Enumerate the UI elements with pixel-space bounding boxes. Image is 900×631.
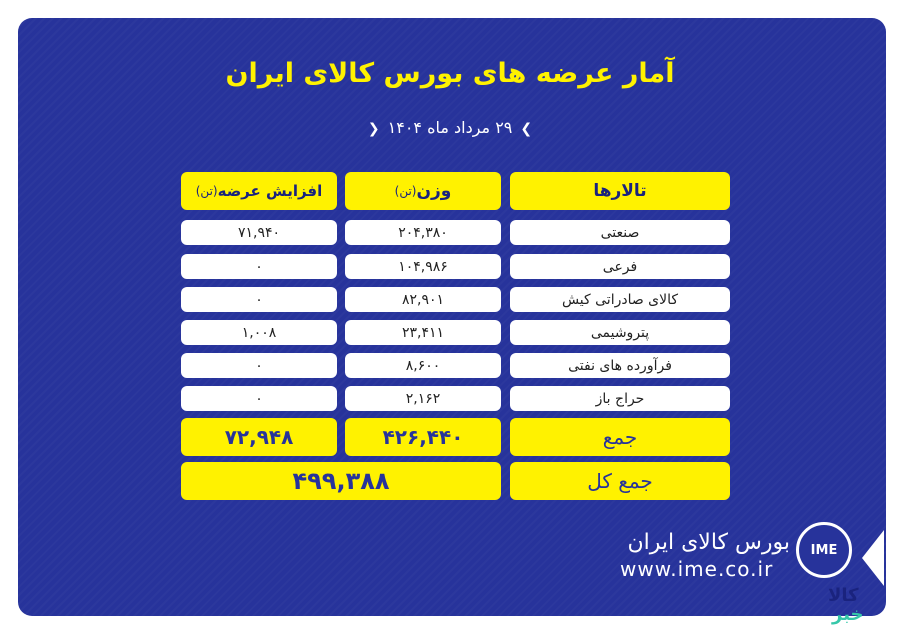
- ribbon-notch: [862, 530, 884, 586]
- sum-increase: ۷۲,۹۴۸: [181, 418, 337, 456]
- row-weight: ۱۰۴,۹۸۶: [345, 254, 501, 279]
- ime-logo-icon: IME: [796, 522, 852, 578]
- total-value: ۴۹۹,۳۸۸: [181, 462, 501, 500]
- row-hall: حراج باز: [510, 386, 730, 411]
- website-url: www.ime.co.ir: [620, 557, 774, 581]
- infographic-card: [18, 18, 886, 616]
- row-increase: ۷۱,۹۴۰: [181, 220, 337, 245]
- header-weight: وزن (تن): [345, 172, 501, 210]
- total-label: جمع کل: [510, 462, 730, 500]
- row-weight: ۲۳,۴۱۱: [345, 320, 501, 345]
- row-increase: ۰: [181, 287, 337, 312]
- chevron-left-icon: ❮: [367, 121, 380, 137]
- header-increase: افزایش عرضه (تن): [181, 172, 337, 210]
- brand-name: بورس کالای ایران: [627, 530, 790, 555]
- date-line: ❯ ۲۹ مرداد ماه ۱۴۰۴ ❮: [0, 118, 900, 137]
- row-increase: ۰: [181, 353, 337, 378]
- row-hall: صنعتی: [510, 220, 730, 245]
- row-hall: کالای صادراتی کیش: [510, 287, 730, 312]
- row-weight: ۲۰۴,۳۸۰: [345, 220, 501, 245]
- header-halls: تالارها: [510, 172, 730, 210]
- row-increase: ۱,۰۰۸: [181, 320, 337, 345]
- row-increase: ۰: [181, 254, 337, 279]
- row-weight: ۲,۱۶۲: [345, 386, 501, 411]
- page-title: آمار عرضه های بورس کالای ایران: [225, 58, 675, 89]
- date-text: ۲۹ مرداد ماه ۱۴۰۴: [387, 118, 513, 137]
- sum-label: جمع: [510, 418, 730, 456]
- row-hall: فرآورده های نفتی: [510, 353, 730, 378]
- row-weight: ۸,۶۰۰: [345, 353, 501, 378]
- watermark-top: کالا: [828, 585, 859, 606]
- row-weight: ۸۲,۹۰۱: [345, 287, 501, 312]
- sum-weight: ۴۲۶,۴۴۰: [345, 418, 501, 456]
- row-hall: فرعی: [510, 254, 730, 279]
- row-hall: پتروشیمی: [510, 320, 730, 345]
- watermark-bottom: خبر: [832, 604, 864, 625]
- chevron-right-icon: ❯: [520, 121, 533, 137]
- row-increase: ۰: [181, 386, 337, 411]
